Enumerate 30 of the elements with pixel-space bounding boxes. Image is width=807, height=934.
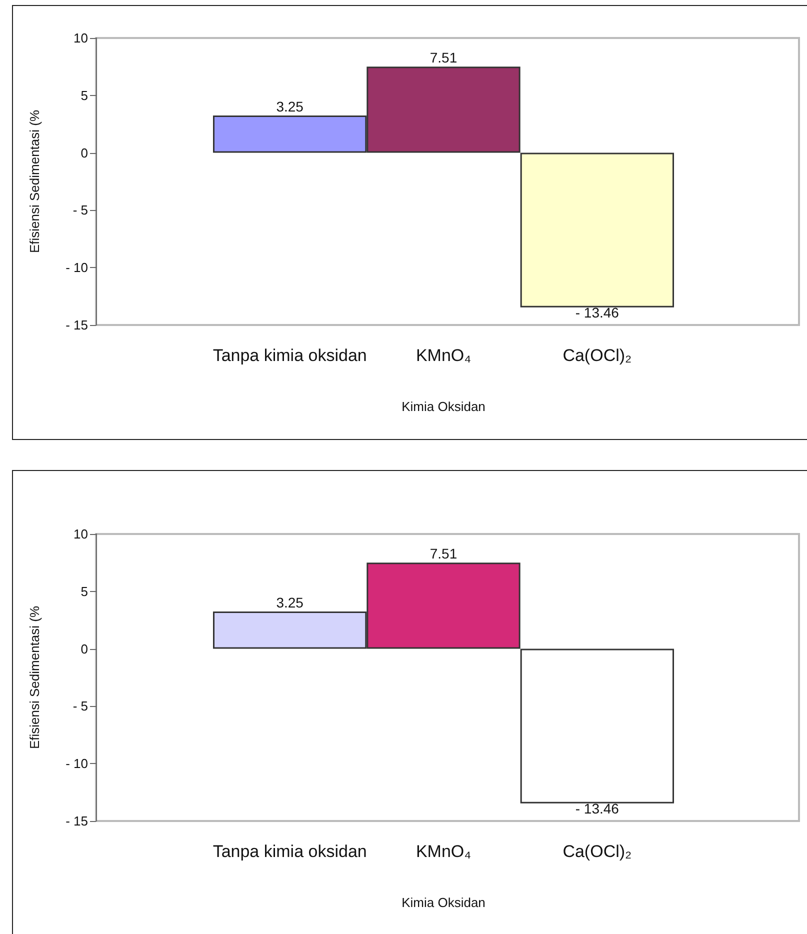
data-label: 3.25: [276, 98, 304, 114]
data-label: 7.51: [430, 50, 458, 66]
x-tick-label: Tanpa kimia oksidan: [212, 842, 367, 861]
x-axis-title: Kimia Oksidan: [402, 895, 486, 910]
data-label: - 13.46: [575, 800, 620, 816]
x-tick-label: Tanpa kimia oksidan: [212, 346, 367, 365]
bar: [520, 152, 674, 308]
x-tick-label: KMnO₄: [416, 346, 472, 365]
x-tick-label: KMnO₄: [416, 842, 472, 861]
y-tick-label: - 10: [66, 756, 88, 772]
data-label: - 13.46: [575, 304, 620, 320]
y-tick-label: 5: [80, 584, 88, 599]
y-tick-label: 10: [74, 30, 88, 46]
y-tick-label: 10: [74, 526, 88, 542]
data-label: 7.51: [430, 546, 458, 562]
y-tick-label: - 5: [72, 202, 88, 218]
bar: [520, 648, 674, 804]
y-tick-label: - 10: [66, 260, 88, 276]
y-tick-label: 5: [80, 88, 88, 103]
data-label: 3.25: [276, 594, 304, 610]
y-axis-title: Efisiensi Sedimentasi (%: [27, 110, 42, 254]
x-tick-label: Ca(OCl)₂: [562, 842, 632, 861]
x-tick-label: Ca(OCl)₂: [562, 346, 632, 365]
y-tick-label: - 5: [72, 698, 88, 714]
y-tick-label: 0: [80, 641, 88, 656]
y-axis-title: Efisiensi Sedimentasi (%: [27, 606, 42, 750]
y-tick-label: - 15: [66, 814, 88, 828]
x-axis-title: Kimia Oksidan: [402, 399, 486, 414]
y-tick-label: - 15: [66, 318, 88, 332]
y-tick-label: 0: [80, 145, 88, 160]
